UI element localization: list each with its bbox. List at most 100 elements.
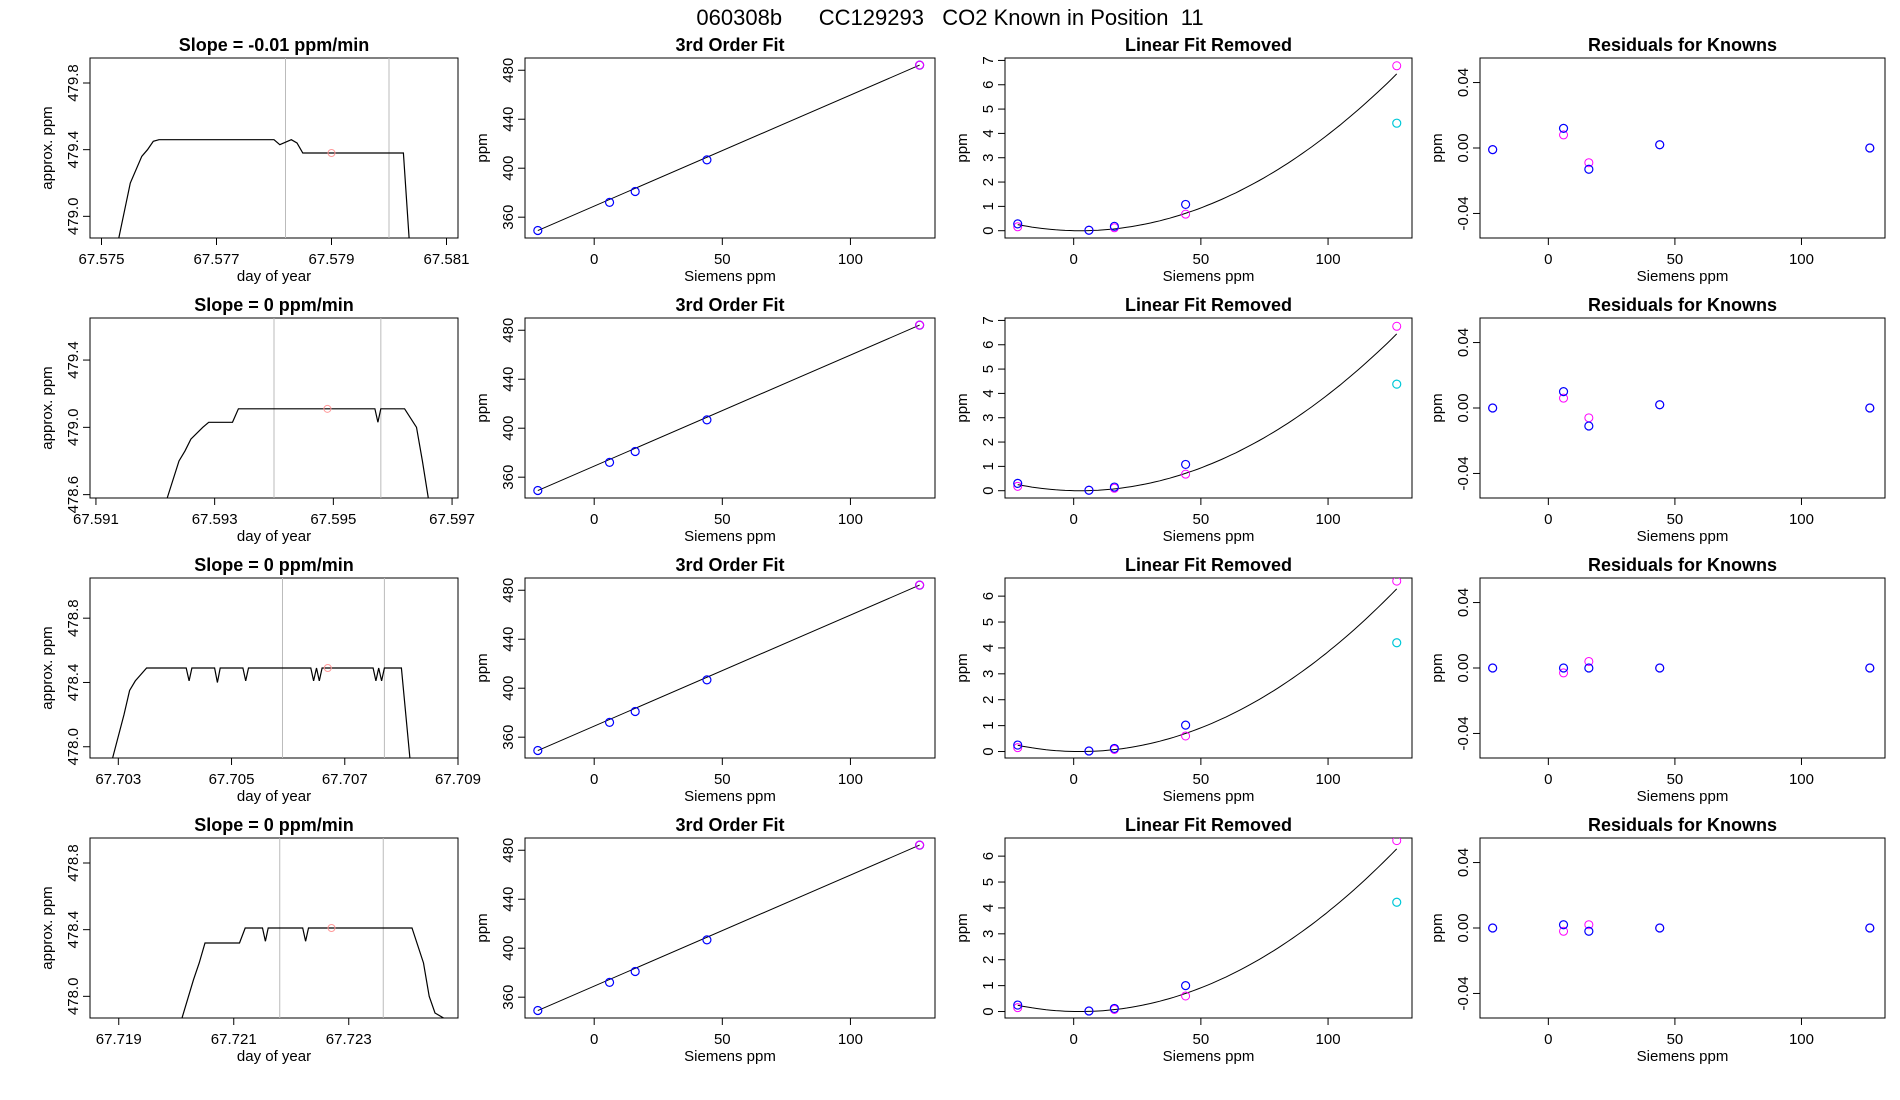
y-tick-label: 3 [980,670,997,678]
data-point [630,446,640,457]
plot-frame [524,837,936,1019]
residual-point-blue [1655,923,1665,933]
plot-area [118,58,410,238]
y-tick-label: 6 [980,852,997,860]
y-tick-label: 0 [980,487,997,495]
data-point-cyan [1392,897,1402,907]
x-axis-label: Siemens ppm [1637,268,1729,285]
y-tick-label: 2 [980,178,997,186]
y-tick-label: -0.04 [1455,976,1472,1010]
y-tick-label: 360 [500,985,517,1010]
data-point-blue [1181,981,1191,991]
residual-point-blue [1488,923,1498,933]
chart-panel: Linear Fit Removed 0 50 100 0 1 2 3 4 5 6 7 Siemens … [954,295,1413,545]
x-tick-label: 0 [1544,251,1552,268]
data-point-magenta [1392,838,1402,846]
y-tick-label: 0 [980,747,997,755]
x-tick-label: 67.705 [209,771,255,788]
x-tick-label: 50 [1193,771,1210,788]
x-axis-label: day of year [237,788,311,805]
chart-panel: 3rd Order Fit 0 50 100 360 400 440 480 Siemens p… [474,555,936,805]
y-tick-label: 6 [980,81,997,89]
data-point-blue [1013,740,1023,750]
y-axis-label: ppm [474,133,491,162]
plot-area [1013,321,1402,495]
y-axis-label: ppm [1429,913,1446,942]
data-point-sample [915,60,925,70]
y-axis-label: ppm [474,393,491,422]
residual-point-blue [1655,140,1665,150]
data-point-magenta [1013,1003,1023,1013]
x-tick-label: 100 [1316,1031,1341,1048]
residual-point-magenta [1584,158,1594,168]
x-tick-label: 67.591 [73,511,119,528]
residual-point-magenta [1559,926,1569,936]
plot-frame [1479,837,1886,1019]
x-tick-label: 50 [1193,511,1210,528]
data-point [533,1005,543,1016]
y-tick-label: 4 [980,129,997,137]
residual-point-magenta [1559,130,1569,140]
y-tick-label: 2 [980,438,997,446]
data-point [604,197,615,207]
y-tick-label: 7 [980,56,997,64]
x-tick-label: 100 [838,1031,863,1048]
x-tick-label: 67.577 [194,251,240,268]
y-tick-label: 360 [500,205,517,230]
data-point [630,966,640,977]
chart-panel: Slope = 0 ppm/min 67.703 67.705 67.707 67.70… [39,555,481,805]
chart-title: Linear Fit Removed [1125,295,1292,315]
residual-point-blue [1865,663,1875,673]
plot-area [1488,387,1875,431]
y-tick-label: 0.04 [1455,848,1472,877]
chart-title: Slope = -0.01 ppm/min [179,35,370,55]
chart-title: Slope = 0 ppm/min [194,295,354,315]
mean-point [327,924,336,932]
chart-title: Linear Fit Removed [1125,815,1292,835]
data-point-cyan [1392,118,1402,128]
residual-point-blue [1584,926,1594,936]
plot-frame [89,577,459,759]
residual-point-blue [1488,145,1498,155]
x-tick-label: 67.723 [326,1031,372,1048]
plot-area [1488,656,1875,678]
series-line [181,927,444,1018]
x-tick-label: 67.581 [424,251,470,268]
data-point [630,706,640,717]
x-axis-label: Siemens ppm [684,788,776,805]
x-tick-label: 50 [1667,1031,1684,1048]
chart-panel: Residuals for Knowns 0 50 100 -0.04 0.00 0.04 S… [1429,815,1886,1065]
data-point-blue [1181,720,1191,730]
x-axis-label: Siemens ppm [1637,788,1729,805]
x-tick-label: 50 [1667,511,1684,528]
y-tick-label: 478.4 [65,664,82,702]
x-tick-label: 67.703 [95,771,141,788]
x-tick-label: 50 [1667,771,1684,788]
y-tick-label: 0.00 [1455,913,1472,942]
y-axis-label: ppm [474,913,491,942]
x-tick-label: 50 [1193,251,1210,268]
chart-panel: 3rd Order Fit 0 50 100 360 400 440 480 Siemens p… [474,295,936,545]
fit-line [537,584,920,751]
data-point [533,225,543,236]
plot-frame [1004,57,1413,239]
y-tick-label: 0 [980,227,997,235]
residual-point-blue [1558,123,1569,133]
plot-frame [89,837,459,1019]
y-tick-label: 479.0 [65,198,82,236]
fit-line [537,324,920,491]
residual-point-blue [1488,403,1498,413]
residual-point-blue [1865,403,1875,413]
series-line [166,408,429,498]
y-tick-label: 0.00 [1455,393,1472,422]
x-tick-label: 100 [1789,771,1814,788]
y-axis-label: ppm [954,653,971,682]
y-tick-label: 1 [980,981,997,989]
x-tick-label: 0 [1544,771,1552,788]
residual-point-magenta [1559,393,1569,403]
data-point [604,457,615,467]
x-tick-label: 67.709 [435,771,481,788]
x-axis-label: Siemens ppm [684,268,776,285]
y-tick-label: 478.0 [65,978,82,1016]
data-point [702,935,712,945]
